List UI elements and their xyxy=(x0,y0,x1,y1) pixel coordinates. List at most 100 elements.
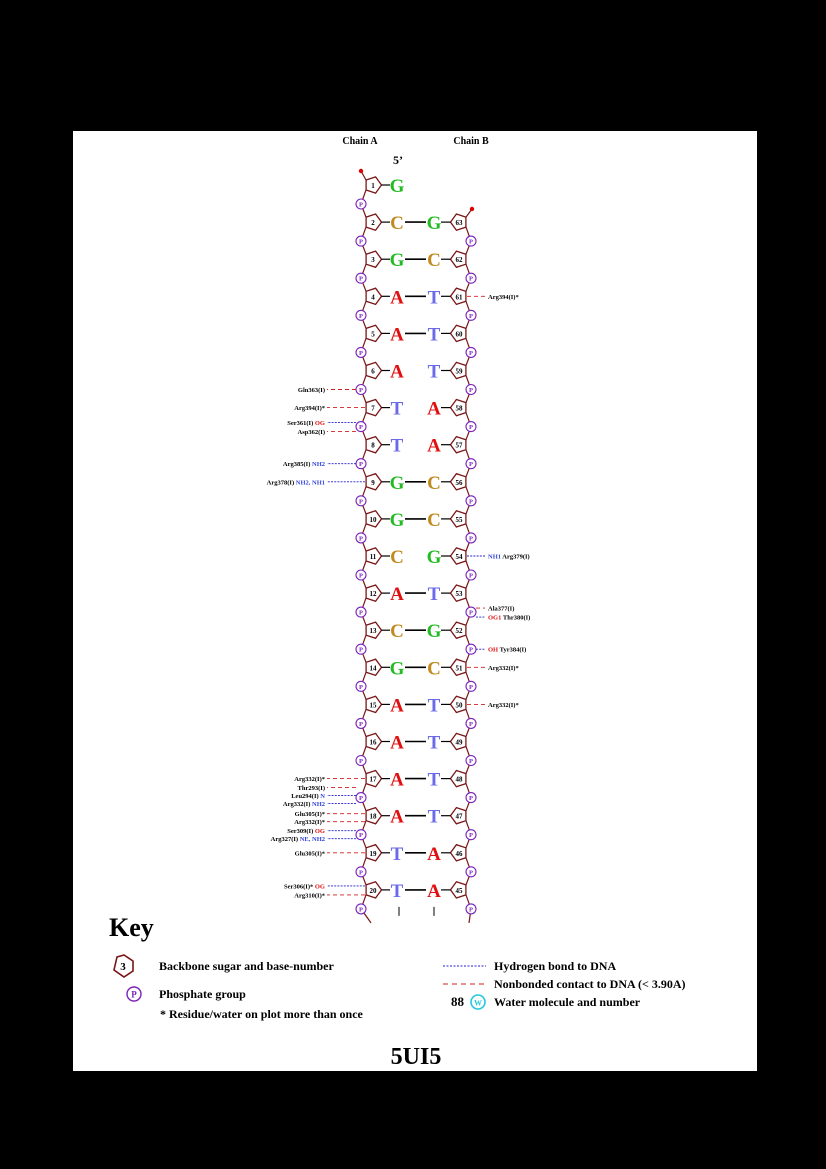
contact-label: Asp362(I) xyxy=(298,429,325,436)
sugar-b-icon xyxy=(449,658,467,677)
contact-atom: OG xyxy=(315,420,325,427)
phosphate-icon xyxy=(465,829,477,841)
contact-residue: Thr293(I) xyxy=(298,785,325,792)
phosphate-icon xyxy=(355,606,367,618)
phosphate-icon xyxy=(355,495,367,507)
base-a: A xyxy=(390,584,404,605)
contact-residue: Ser309(I) xyxy=(287,828,313,835)
contact-residue: Arg332(I)* xyxy=(294,776,325,783)
base-a: T xyxy=(391,436,404,457)
phosphate-symbol: P xyxy=(469,721,473,728)
phosphate-symbol: P xyxy=(359,647,363,654)
phosphate-key-label: Phosphate group xyxy=(159,987,246,1001)
phosphate-icon xyxy=(465,495,477,507)
sugar-b-number: 49 xyxy=(456,739,464,747)
base-a: T xyxy=(391,399,404,420)
sugar-b-icon xyxy=(449,732,467,751)
contact-atom: NE, NH2 xyxy=(300,836,325,843)
base-a: A xyxy=(390,362,404,383)
sugar-a-number: 4 xyxy=(371,293,375,301)
phosphate-symbol: P xyxy=(359,202,363,209)
sugar-b-icon xyxy=(449,547,467,565)
base-a: C xyxy=(390,213,404,234)
phosphate-symbol: P xyxy=(359,610,363,617)
base-b: G xyxy=(427,621,442,642)
phosphate-icon xyxy=(355,792,367,804)
sugar-a-icon xyxy=(365,510,383,528)
phosphate-icon xyxy=(355,346,367,358)
contact-residue: Ala377(I) xyxy=(488,606,514,613)
phosphate-symbol: P xyxy=(359,239,363,246)
key-title: Key xyxy=(109,913,154,942)
base-a: G xyxy=(390,510,405,531)
phosphate-icon xyxy=(355,532,367,544)
contact-residue: Arg332(I)* xyxy=(488,665,519,672)
base-a: G xyxy=(390,250,405,271)
base-b: C xyxy=(427,510,441,531)
sugar-b-icon xyxy=(449,435,467,454)
sugar-b-number: 52 xyxy=(456,627,464,635)
nonbond-key-label: Nonbonded contact to DNA (< 3.90A) xyxy=(494,977,686,991)
sugar-a-number: 1 xyxy=(371,182,375,190)
base-b: C xyxy=(427,658,441,679)
contact-residue: Thr380(I) xyxy=(503,615,530,622)
sugar-a-icon xyxy=(365,176,383,194)
contact-label: Arg332(I)* xyxy=(294,819,325,826)
sugar-a-icon xyxy=(365,769,383,788)
phosphate-icon xyxy=(465,569,477,581)
sugar-a-number: 18 xyxy=(370,813,378,821)
phosphate-icon xyxy=(355,680,367,692)
contact-residue: Arg332(I)* xyxy=(488,702,519,709)
phosphate-symbol: P xyxy=(469,795,473,802)
base-a: A xyxy=(390,807,404,828)
contact-label: Arg332(I)* xyxy=(488,665,519,672)
sugar-b-number: 57 xyxy=(456,442,464,450)
contact-label: Ser309(I) OG xyxy=(287,828,325,835)
sugar-b-number: 60 xyxy=(456,330,464,338)
base-b: T xyxy=(428,807,441,828)
sugar-b-number: 55 xyxy=(456,516,464,524)
sugar-key-number: 3 xyxy=(120,961,126,973)
phosphate-symbol: P xyxy=(359,758,363,765)
contact-residue: Arg394(I)* xyxy=(488,294,519,301)
phosphate-icon xyxy=(465,383,477,396)
sugar-a-icon xyxy=(365,695,383,714)
contact-label: NH1 Arg379(I) xyxy=(488,554,530,561)
water-key-label: Water molecule and number xyxy=(494,995,641,1009)
sugar-b-number: 48 xyxy=(456,776,464,784)
phosphate-symbol: P xyxy=(469,869,473,876)
sugar-a-icon xyxy=(365,621,383,640)
sugar-a-number: 10 xyxy=(370,516,378,524)
phosphate-icon xyxy=(465,680,477,692)
sugar-b-icon xyxy=(449,324,467,343)
base-a: A xyxy=(390,770,404,791)
sugar-key-icon xyxy=(113,954,134,978)
base-b: T xyxy=(428,287,441,308)
phosphate-symbol: P xyxy=(359,313,363,320)
phosphate-icon xyxy=(355,569,367,581)
phosphate-symbol: P xyxy=(469,535,473,542)
base-b: A xyxy=(427,436,441,457)
sugar-b-number: 47 xyxy=(456,813,464,821)
contact-atom: NH2 xyxy=(312,801,325,808)
phosphate-symbol: P xyxy=(469,350,473,357)
base-a: A xyxy=(390,287,404,308)
chain-a-label: Chain A xyxy=(342,136,378,147)
sugar-a-number: 19 xyxy=(370,850,378,858)
phosphate-icon xyxy=(355,421,367,433)
contact-residue: Glu305(I)* xyxy=(295,811,325,818)
contact-residue: Arg310(I)* xyxy=(294,892,325,899)
sugar-b-number: 58 xyxy=(456,405,464,413)
sugar-a-icon xyxy=(365,584,383,602)
contact-residue: Asp362(I) xyxy=(298,429,325,436)
sugar-b-icon xyxy=(449,361,467,380)
contact-residue: Ser361(I) xyxy=(287,420,313,427)
base-b: G xyxy=(427,547,442,568)
contact-label: Gln363(I) xyxy=(298,387,325,394)
sugar-a-number: 3 xyxy=(371,256,375,264)
phosphate-symbol: P xyxy=(469,906,473,913)
phosphate-icon xyxy=(465,421,477,433)
sugar-a-number: 17 xyxy=(370,776,378,784)
contact-atom: OG xyxy=(315,883,325,890)
contact-label: Ala377(I) xyxy=(488,606,514,613)
